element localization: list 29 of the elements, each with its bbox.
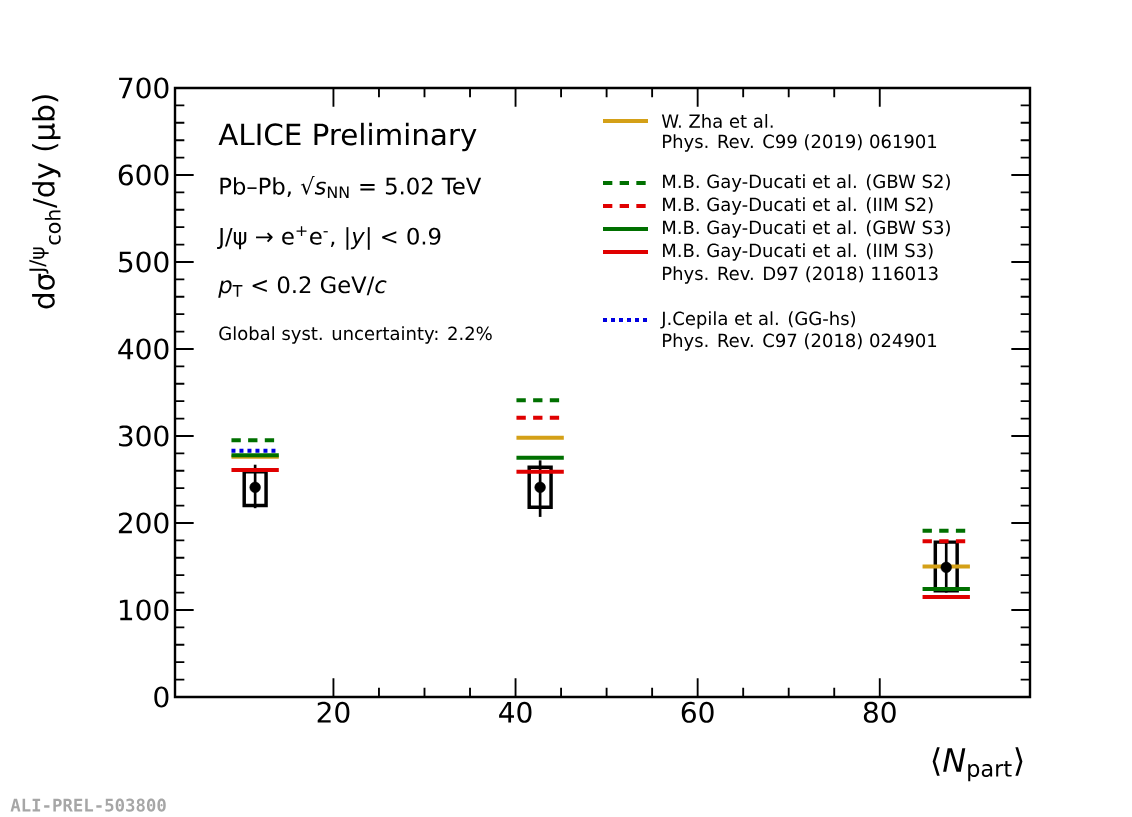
legend-label: J.Cepila et al. (GG-hs): [660, 311, 856, 329]
y-tick-label: 0: [154, 686, 169, 708]
y-tick-label: 500: [119, 251, 169, 273]
y-tick-label: 100: [119, 599, 169, 621]
annotation: p$_{T}$ < 0.2 GeV/c: [218, 276, 387, 298]
x-tick-label: 20: [317, 701, 350, 723]
x-tick-label: 40: [499, 701, 532, 723]
annotation: J/ψ → e$^{+}$e$^{-}$, |y| < 0.9: [217, 226, 441, 250]
y-tick-label: 400: [118, 338, 169, 360]
x-tick-label: 80: [863, 701, 896, 723]
y-tick-label: 700: [119, 77, 169, 99]
legend-label: M.B. Gay-Ducati et al. (GBW S2): [663, 174, 950, 192]
y-tick-label: 600: [118, 164, 169, 186]
legend-label: W. Zha et al.: [661, 114, 773, 128]
annotation: ALICE Preliminary: [218, 122, 477, 152]
y-axis-title: dσ$^{J/ψ}$$_{coh}$/dy (μb): [29, 95, 61, 309]
y-tick-label: 200: [118, 512, 169, 534]
x-tick-label: 60: [681, 701, 714, 723]
y-tick-label: 300: [118, 425, 169, 447]
legend-label: M.B. Gay-Ducati et al. (IIM S2): [663, 197, 933, 215]
text: ALI-PREL-503800: [10, 798, 166, 812]
annotation: Pb–Pb, √s$_{NN}$ = 5.02 TeV: [220, 175, 482, 198]
annotation: Phys. Rev. C97 (2018) 024901: [663, 333, 937, 351]
legend-label: M.B. Gay-Ducati et al. (GBW S3): [663, 220, 950, 238]
x-axis-title: ⟨N$_{part}$⟩: [932, 747, 1023, 782]
annotation: Global syst. uncertainty: 2.2%: [219, 326, 492, 344]
annotation: Phys. Rev. D97 (2018) 116013: [663, 266, 938, 284]
legend-label: M.B. Gay-Ducati et al. (IIM S3): [663, 243, 933, 261]
annotation: Phys. Rev. C99 (2019) 061901: [663, 134, 937, 152]
